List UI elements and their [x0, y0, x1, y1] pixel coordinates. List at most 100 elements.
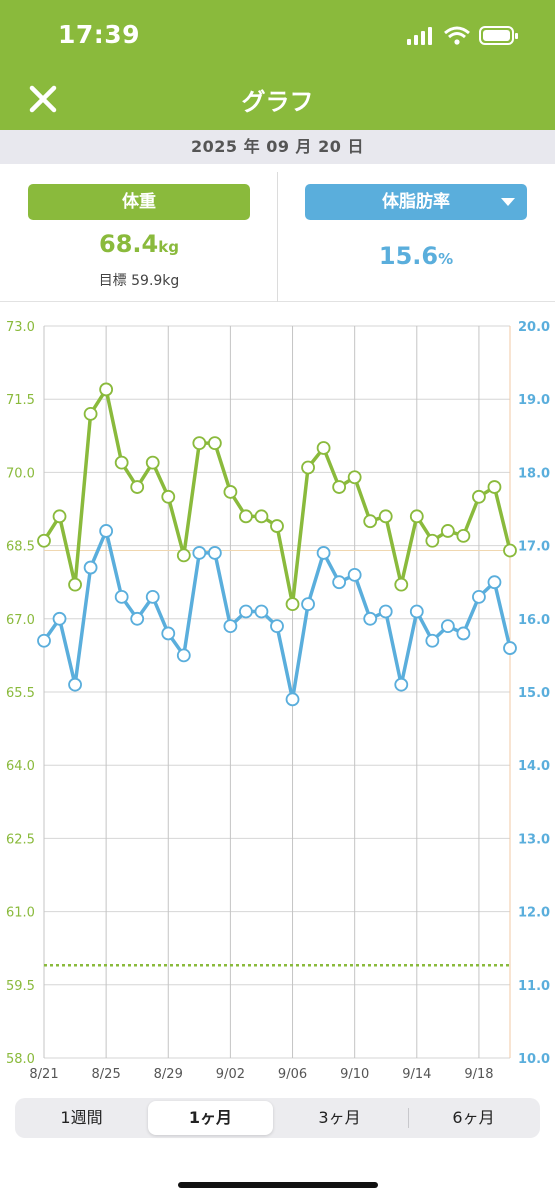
weight-series-point: [425, 533, 440, 548]
bodyfat-series-line: [42, 529, 512, 702]
weight-unit: kg: [158, 238, 179, 256]
bodyfat-series-point: [503, 641, 517, 655]
goal-text: 目標 59.9kg: [98, 273, 180, 289]
weight-series-point: [37, 533, 51, 548]
weight-series-point: [409, 509, 424, 524]
weight-series-point: [83, 406, 98, 421]
weight-series-point: [487, 480, 502, 494]
weight-series-point: [363, 514, 378, 529]
left-tick-label: 61.0: [6, 906, 35, 921]
left-tick-label: 64.0: [6, 759, 35, 774]
x-tick-label: 8/29: [154, 1067, 183, 1082]
range-3months[interactable]: 3ヶ月: [318, 1108, 361, 1127]
weight-series-point: [192, 436, 207, 451]
close-icon: [29, 85, 57, 113]
bodyfat-series-point: [409, 604, 424, 619]
right-tick-label: 10.0: [518, 1052, 550, 1067]
body-fat-value: 15.6%: [305, 242, 527, 270]
right-tick-label: 19.0: [518, 393, 550, 408]
bodyfat-series-point: [363, 611, 378, 626]
weight-series-point: [332, 480, 347, 494]
bodyfat-series-point: [440, 619, 455, 634]
x-tick-label: 9/14: [402, 1067, 431, 1082]
right-tick-label: 18.0: [518, 466, 550, 481]
weight-series-point: [176, 548, 191, 563]
weight-series-point: [68, 577, 82, 592]
left-tick-label: 70.0: [6, 466, 35, 481]
weight-series-point: [130, 480, 145, 494]
bodyfat-series-point: [347, 567, 362, 582]
left-tick-label: 68.5: [6, 540, 35, 555]
bodyfat-series-point: [239, 604, 253, 619]
bodyfat-series-point: [378, 604, 393, 619]
bodyfat-series-point: [161, 626, 176, 641]
weight-series-point: [114, 455, 129, 470]
right-tick-label: 11.0: [518, 979, 550, 994]
home-indicator: [178, 1182, 378, 1188]
range-6months[interactable]: 6ヶ月: [452, 1108, 495, 1127]
range-1month[interactable]: 1ヶ月: [148, 1101, 273, 1135]
bodyfat-series-point: [472, 589, 486, 604]
left-tick-label: 65.5: [6, 686, 35, 701]
chevron-down-icon: [501, 198, 515, 206]
app-header: 17:39 グラフ: [0, 0, 555, 130]
left-tick-label: 62.5: [6, 832, 35, 847]
right-tick-label: 20.0: [518, 320, 550, 335]
range-1week[interactable]: 1週間: [60, 1108, 103, 1127]
x-tick-label: 9/10: [340, 1067, 369, 1082]
bodyfat-series-point: [425, 633, 440, 648]
weight-series-point: [394, 577, 409, 592]
weight-button[interactable]: 体重: [28, 184, 250, 220]
date-label: 2025 年 09 月 20 日: [0, 130, 555, 164]
bodyfat-series-point: [285, 692, 300, 707]
x-tick-label: 9/18: [464, 1067, 493, 1082]
x-tick-label: 8/21: [29, 1067, 58, 1082]
status-indicators-icon: [407, 26, 518, 45]
weight-series-point: [145, 455, 160, 470]
weight-series-point: [254, 509, 269, 524]
summary-panel: 体重 68.4kg 目標 59.9kg 体脂肪率 15.6%: [0, 164, 555, 302]
body-fat-unit: %: [438, 250, 454, 268]
weight-number: 68.4: [99, 230, 159, 258]
weight-series-point: [503, 543, 517, 558]
weight-series-point: [270, 519, 284, 533]
left-tick-label: 59.5: [6, 979, 35, 994]
right-tick-label: 12.0: [518, 906, 550, 921]
weight-series-point: [456, 528, 471, 543]
weight-series-point: [301, 460, 315, 475]
bodyfat-series-point: [176, 648, 191, 663]
bodyfat-series-point: [270, 619, 284, 634]
weight-series-point: [316, 441, 331, 455]
weight-series-point: [161, 489, 176, 504]
close-button[interactable]: [24, 80, 64, 120]
weight-series-point: [347, 470, 362, 485]
range-separator: [408, 1108, 409, 1128]
bodyfat-series-point: [83, 560, 98, 575]
weight-series-point: [207, 436, 222, 451]
bodyfat-series-point: [192, 546, 207, 560]
right-tick-label: 16.0: [518, 613, 550, 628]
left-tick-label: 73.0: [6, 320, 35, 335]
body-fat-dropdown[interactable]: 体脂肪率: [305, 184, 527, 220]
bodyfat-series-point: [207, 546, 222, 560]
range-selector: 1週間 1ヶ月 3ヶ月 6ヶ月: [15, 1098, 540, 1138]
bodyfat-series-point: [99, 524, 114, 538]
weight-bodyfat-chart: 73.0 71.5 70.0 68.5 67.0 65.5 64.0 62.5 61.0 59.5…: [6, 320, 550, 1082]
page-title: グラフ: [241, 88, 314, 116]
bodyfat-series-point: [130, 611, 145, 626]
weight-series-point: [223, 485, 238, 499]
right-tick-label: 15.0: [518, 686, 550, 701]
right-tick-label: 17.0: [518, 540, 550, 555]
bodyfat-series-point: [456, 626, 471, 641]
weight-series-point: [52, 509, 67, 524]
weight-series-point: [99, 382, 114, 397]
summary-divider: [277, 172, 278, 302]
bodyfat-series-point: [114, 589, 129, 604]
bodyfat-series-point: [145, 589, 160, 604]
status-time: 17:39: [58, 20, 141, 49]
bodyfat-series-point: [487, 575, 502, 590]
bodyfat-series-point: [37, 633, 51, 648]
weight-series-line: [42, 387, 512, 606]
bodyfat-series-point: [301, 597, 315, 612]
weight-value: 68.4kg: [28, 230, 250, 258]
